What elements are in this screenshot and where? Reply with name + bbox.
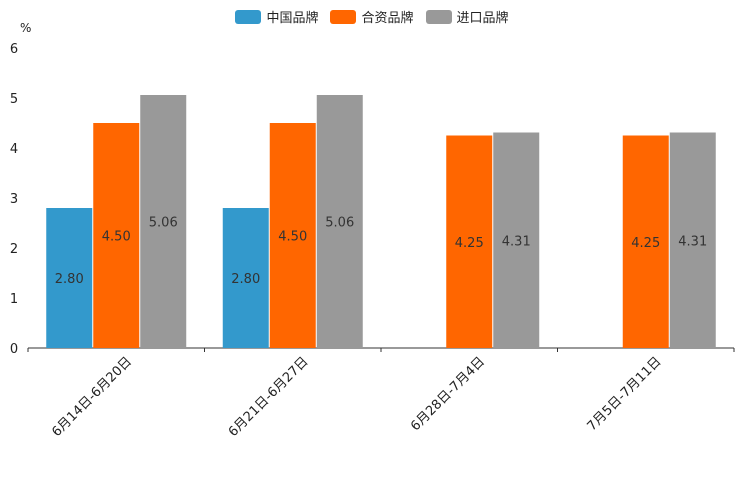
bar-value-label: 4.25: [455, 236, 484, 251]
x-tick-label: 6月21日-6月27日: [226, 354, 312, 440]
y-tick-label: 3: [10, 192, 18, 207]
bar: [493, 132, 540, 348]
bar: [269, 123, 316, 348]
y-axis-unit: %: [20, 21, 32, 35]
bar-value-label: 2.80: [231, 272, 260, 287]
bar-value-label: 5.06: [325, 216, 354, 231]
bar: [316, 95, 363, 348]
legend-item-china[interactable]: 中国品牌: [235, 7, 318, 26]
y-tick-label: 5: [10, 92, 18, 107]
legend-label-joint-venture: 合资品牌: [361, 11, 414, 26]
bar-value-label: 2.80: [55, 272, 84, 287]
bar: [222, 208, 269, 348]
bar: [669, 132, 716, 348]
bar: [140, 95, 187, 348]
bar-value-label: 4.50: [278, 230, 307, 245]
legend-label-china: 中国品牌: [266, 11, 319, 26]
bar-value-label: 4.50: [102, 230, 131, 245]
bar: [93, 123, 140, 348]
bar-value-label: 5.06: [149, 216, 178, 231]
chart-legend: 中国品牌 合资品牌 进口品牌: [0, 7, 744, 26]
x-tick-label: 6月14日-6月20日: [49, 354, 135, 440]
bar-value-label: 4.25: [631, 236, 660, 251]
legend-item-joint-venture[interactable]: 合资品牌: [330, 7, 414, 26]
legend-swatch-imported: [425, 9, 452, 24]
legend-swatch-joint-venture: [330, 9, 357, 24]
bar: [46, 208, 93, 348]
legend-item-imported[interactable]: 进口品牌: [425, 7, 509, 26]
bar-value-label: 4.31: [502, 234, 531, 249]
legend-swatch-china: [235, 9, 262, 24]
y-tick-label: 2: [10, 242, 18, 257]
y-tick-label: 0: [10, 342, 18, 357]
bar: [622, 135, 669, 348]
y-tick-label: 1: [10, 292, 18, 307]
y-tick-label: 4: [10, 142, 18, 157]
x-tick-label: 6月28日-7月4日: [408, 354, 488, 434]
legend-label-imported: 进口品牌: [456, 11, 509, 26]
bar: [446, 135, 493, 348]
bar-value-label: 4.31: [678, 234, 707, 249]
y-tick-label: 6: [10, 42, 18, 57]
x-tick-label: 7月5日-7月11日: [585, 354, 665, 434]
